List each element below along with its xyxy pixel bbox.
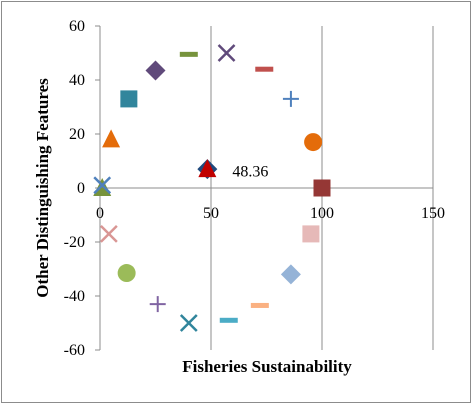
y-axis-title: Other Distinguishing Features [33,78,52,298]
x-tick-label: 0 [96,205,104,222]
data-point-dash [219,317,238,323]
data-point-dash [250,302,269,308]
x-tick-label: 150 [421,205,445,222]
x-stroke [99,225,118,243]
data-point-square [120,90,138,108]
x-tick-label: 100 [310,205,334,222]
data-point-triangle [102,129,121,148]
y-tick-label: -60 [64,342,85,359]
data-point-x [99,225,118,243]
tick-labels: -60 -40 -20 0 20 40 60 0 50 100 150 [64,18,445,359]
data-point-x [93,176,112,195]
y-tick-label: -20 [64,234,85,251]
data-point-x [217,44,236,62]
axes [95,25,434,351]
data-point-circle [117,264,136,283]
data-point-triangle [198,159,217,178]
data-point-square [302,225,320,243]
data-point-plus [149,296,166,313]
data-points [93,44,331,332]
y-tick-label: 60 [69,18,85,35]
y-tick-label: 0 [77,180,85,197]
data-point-x [179,314,198,332]
y-tick-label: 20 [69,126,85,143]
data-point-plus [282,90,299,107]
data-point-diamond [280,264,301,285]
data-point-dash [179,51,198,57]
x-stroke [179,314,198,332]
data-label: 48.36 [232,163,268,180]
x-tick-label: 50 [203,205,219,222]
x-stroke [93,176,112,195]
x-axis-title: Fisheries Sustainability [182,357,352,376]
data-point-circle [304,133,323,152]
data-point-square [313,179,331,197]
y-tick-label: -40 [64,288,85,305]
y-tick-label: 40 [69,72,85,89]
x-stroke [217,44,236,62]
data-point-dash [255,66,274,72]
annotations: 48.36 [232,163,268,180]
data-point-diamond [145,60,166,81]
